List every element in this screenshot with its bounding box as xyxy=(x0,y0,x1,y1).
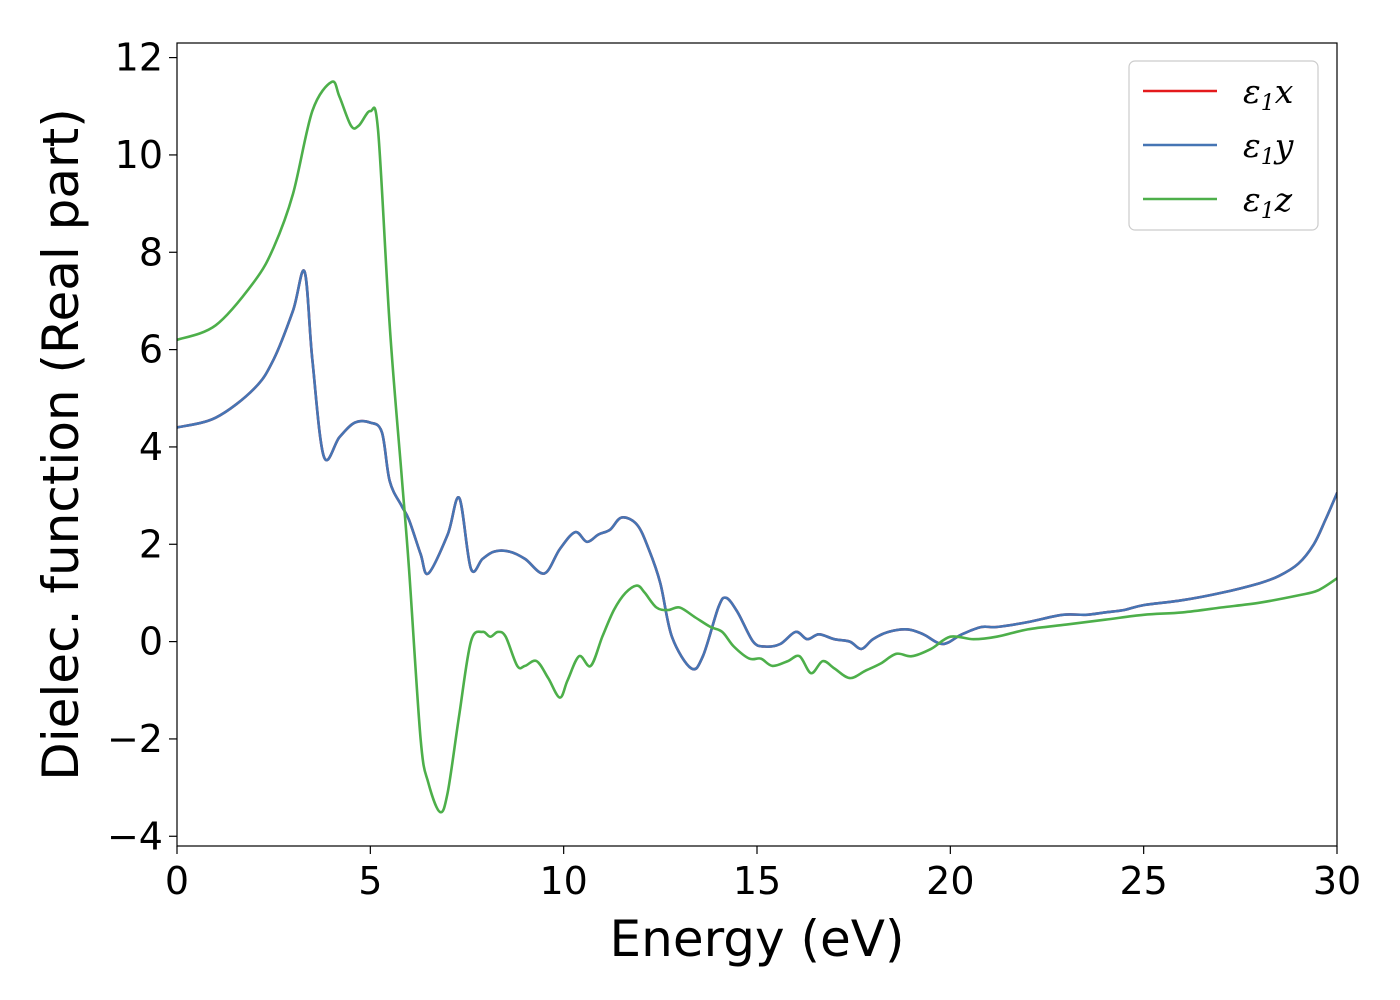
x-axis-label: Energy (eV) xyxy=(610,910,905,968)
series-lines xyxy=(177,80,1337,814)
y-tick-label: −4 xyxy=(107,814,163,858)
x-tick-label: 5 xyxy=(358,859,382,903)
y-tick-label: 2 xyxy=(139,522,163,566)
series-line-y xyxy=(177,269,1337,671)
y-tick-label: −2 xyxy=(107,717,163,761)
x-tick-label: 10 xyxy=(539,859,587,903)
y-tick-label: 12 xyxy=(115,36,163,80)
y-tick-label: 4 xyxy=(139,425,163,469)
series-line-x xyxy=(177,269,1337,671)
legend: ε1x ε1y ε1z xyxy=(1128,60,1319,231)
legend-label-x: ε1x xyxy=(1243,72,1294,116)
y-tick-label: 6 xyxy=(139,328,163,372)
x-tick-label: 20 xyxy=(926,859,974,903)
legend-label-y: ε1y xyxy=(1243,126,1294,170)
x-axis-ticks: 0 5 10 15 20 25 30 xyxy=(165,846,1361,903)
legend-label-z: ε1z xyxy=(1243,180,1293,224)
x-tick-label: 15 xyxy=(733,859,781,903)
y-axis-ticks: −4 −2 0 2 4 6 8 10 12 xyxy=(107,36,177,858)
x-tick-label: 0 xyxy=(165,859,189,903)
y-axis-label: Dielec. function (Real part) xyxy=(32,108,90,780)
legend-box xyxy=(1128,60,1319,231)
series-line-z xyxy=(177,80,1337,814)
x-tick-label: 30 xyxy=(1313,859,1361,903)
y-tick-label: 10 xyxy=(115,133,163,177)
y-tick-label: 8 xyxy=(139,230,163,274)
x-tick-label: 25 xyxy=(1119,859,1167,903)
y-tick-label: 0 xyxy=(139,620,163,664)
